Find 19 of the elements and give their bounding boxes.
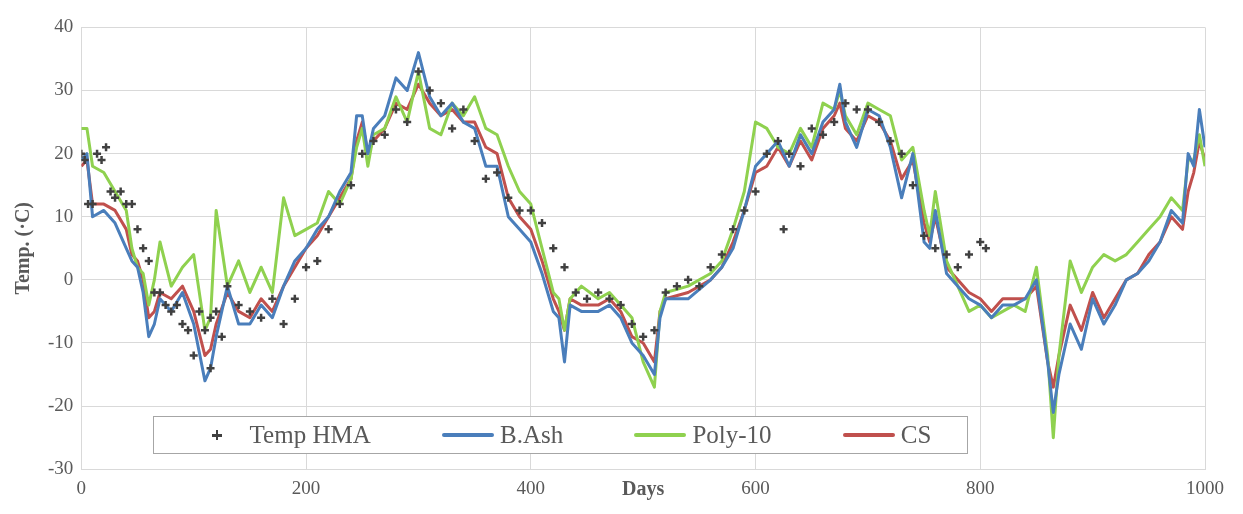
y-tick-label: 0	[63, 267, 74, 289]
y-tick-label: -10	[48, 330, 74, 352]
y-tick-label: -30	[48, 457, 74, 479]
x-axis-title: Days	[622, 477, 665, 501]
x-tick-label: 1000	[1186, 476, 1224, 498]
x-tick-label: 200	[291, 476, 321, 498]
x-tick-label: 600	[741, 476, 770, 498]
legend-label: CS	[900, 421, 932, 449]
y-tick-label: 40	[54, 15, 74, 37]
legend-label: B.Ash	[499, 421, 564, 449]
x-tick-label: 400	[516, 476, 546, 498]
y-tick-label: 30	[54, 78, 74, 100]
y-tick-label: -20	[48, 394, 74, 416]
y-axis-title: Temp. (·C)	[11, 202, 35, 295]
x-tick-label: 800	[966, 476, 995, 498]
legend-label: Poly-10	[692, 421, 772, 449]
legend-label: Temp HMA	[249, 421, 371, 449]
y-tick-label: 10	[54, 204, 74, 226]
y-tick-label: 20	[54, 141, 74, 163]
